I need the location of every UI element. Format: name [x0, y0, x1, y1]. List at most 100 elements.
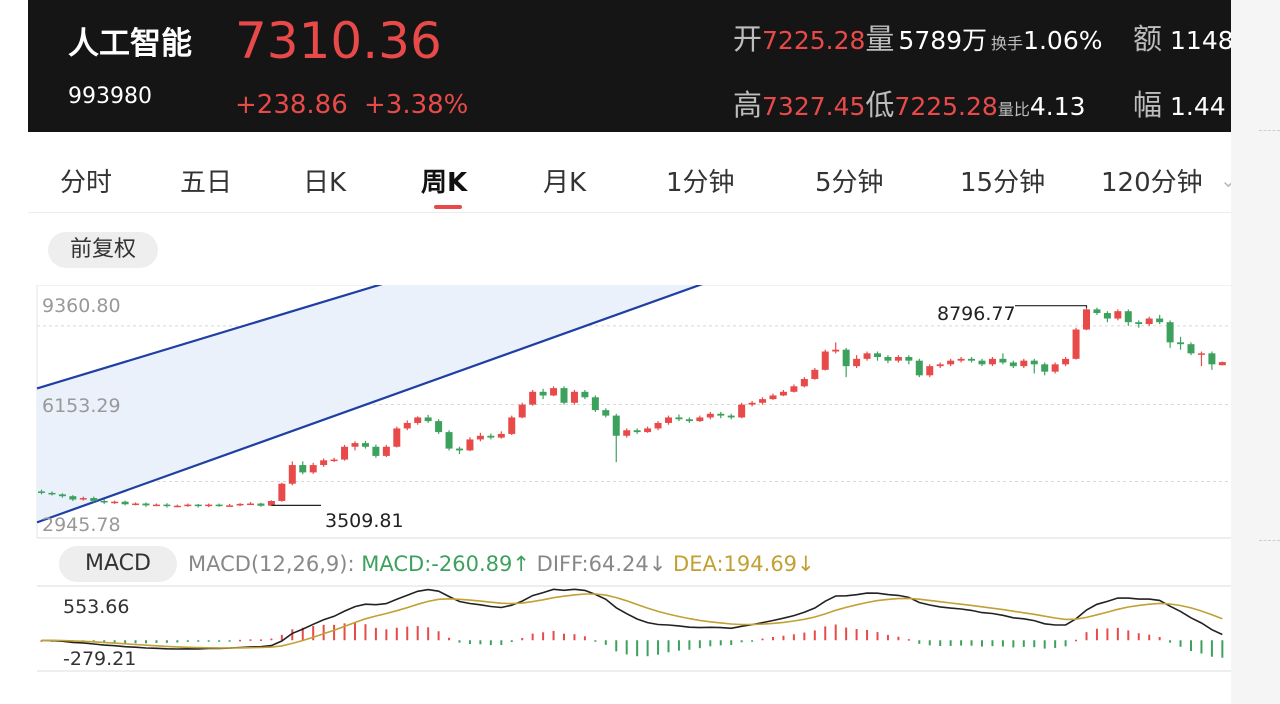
candle-body — [581, 391, 589, 398]
y-axis-mid-label: 6153.29 — [42, 395, 121, 417]
macd-chart[interactable]: 553.66 -279.21 — [28, 585, 1231, 680]
candle-body — [968, 358, 976, 361]
y-axis-top-label: 9360.80 — [42, 295, 121, 317]
candle-body — [226, 505, 234, 507]
candle-body — [247, 503, 254, 506]
amount-stat: 额 1148 — [1133, 16, 1231, 58]
trend-channel — [36, 285, 703, 524]
tab-timeshare[interactable]: 分时 — [60, 168, 113, 198]
adjust-mode-button[interactable]: 前复权 — [48, 232, 159, 268]
candle-body — [497, 433, 505, 438]
high-annotation: 8796.77 — [937, 303, 1016, 325]
tab-daily-k[interactable]: 日K — [303, 168, 347, 198]
candle-body — [466, 439, 474, 451]
high-leader-line — [1015, 305, 1088, 308]
candle-body — [550, 388, 558, 396]
candle-body — [1114, 311, 1122, 319]
candle-body — [685, 419, 693, 422]
candle-body — [435, 421, 443, 433]
high-value: 7327.45 — [762, 92, 866, 121]
candle-body — [947, 360, 955, 365]
divider — [1259, 130, 1280, 131]
candle-body — [800, 378, 808, 387]
candle-body — [988, 358, 996, 365]
tab-15min[interactable]: 15分钟 — [960, 168, 1046, 198]
candle-body — [424, 417, 432, 422]
candle-body — [69, 496, 77, 500]
quote-header: 人工智能 993980 7310.36 +238.86 +3.38% 开7225… — [28, 0, 1231, 132]
candle-body — [194, 504, 202, 507]
candle-body — [623, 430, 631, 436]
tab-five-day[interactable]: 五日 — [180, 168, 233, 198]
candle-body — [832, 349, 840, 352]
candle-body — [874, 353, 881, 357]
candle-body — [539, 391, 547, 396]
diff-value: DIFF:64.24 — [536, 552, 649, 576]
candle-body — [759, 399, 767, 403]
candle-body — [748, 402, 756, 405]
tab-weekly-k[interactable]: 周K — [421, 168, 468, 198]
candle-body — [654, 422, 662, 429]
tab-monthly-k[interactable]: 月K — [543, 168, 587, 198]
candle-body — [894, 356, 902, 361]
candle-body — [1177, 342, 1185, 345]
indicator-select-button[interactable]: MACD — [59, 546, 177, 582]
candle-body — [675, 417, 683, 420]
index-name: 人工智能 — [68, 26, 192, 62]
candle-body — [779, 391, 787, 396]
candle-body — [591, 397, 599, 411]
stats-row-2: 高7327.45低7225.28量比4.13 — [733, 82, 1086, 124]
tab-120min[interactable]: 120分钟 — [1101, 168, 1203, 198]
candle-body — [100, 500, 108, 503]
candle-body — [644, 428, 652, 433]
high-label: 高 — [733, 88, 763, 122]
candle-body — [278, 483, 286, 501]
candle-body — [1041, 364, 1049, 372]
candle-body — [1145, 318, 1153, 325]
candle-body — [1208, 353, 1216, 365]
macd-readout: MACD(12,26,9): MACD:-260.89↑ DIFF:64.24↓… — [188, 552, 815, 576]
tab-5min[interactable]: 5分钟 — [815, 168, 884, 198]
dea-line — [41, 593, 1223, 649]
app-window: 人工智能 993980 7310.36 +238.86 +3.38% 开7225… — [28, 0, 1231, 704]
chevron-down-icon[interactable]: ⌄ — [1220, 168, 1231, 192]
candle-body — [769, 395, 777, 400]
candle-body — [215, 504, 223, 507]
dea-value: DEA:194.69 — [673, 552, 798, 576]
candle-body — [372, 446, 380, 456]
candle-body — [341, 446, 349, 460]
candle-body — [393, 428, 401, 447]
candle-body — [132, 503, 140, 506]
candle-body — [320, 460, 328, 466]
candle-body — [508, 417, 516, 434]
candle-body — [361, 443, 369, 447]
candle-body — [1156, 318, 1164, 323]
candle-body — [602, 410, 610, 416]
candle-body — [351, 443, 359, 447]
index-code: 993980 — [68, 84, 152, 109]
candle-body — [487, 435, 495, 438]
candle-body — [142, 503, 150, 506]
candle-body — [1124, 311, 1132, 323]
candle-body — [1218, 362, 1226, 366]
candle-body — [696, 417, 704, 422]
candle-body — [926, 366, 934, 376]
candle-body — [1020, 360, 1028, 367]
macd-value: MACD:-260.89 — [361, 552, 513, 576]
tab-1min[interactable]: 1分钟 — [666, 168, 735, 198]
y-axis-bottom-label: 2945.78 — [42, 514, 121, 536]
candle-body — [1030, 360, 1038, 365]
candle-body — [309, 465, 317, 473]
candle-body — [853, 358, 861, 367]
candle-body — [1072, 329, 1080, 359]
candlestick-chart[interactable]: 9360.80 6153.29 2945.78 8796.77 3509.81 — [28, 285, 1231, 540]
amplitude-stat: 幅 1.44 — [1133, 82, 1226, 124]
last-price: 7310.36 — [235, 12, 442, 70]
amount-value: 1148 — [1170, 26, 1231, 55]
macd-up-arrow-icon: ↑ — [512, 552, 530, 576]
candle-body — [257, 503, 265, 506]
candle-body — [821, 351, 829, 370]
candle-body — [529, 391, 537, 405]
candle-body — [330, 459, 338, 462]
candle-body — [905, 356, 913, 361]
